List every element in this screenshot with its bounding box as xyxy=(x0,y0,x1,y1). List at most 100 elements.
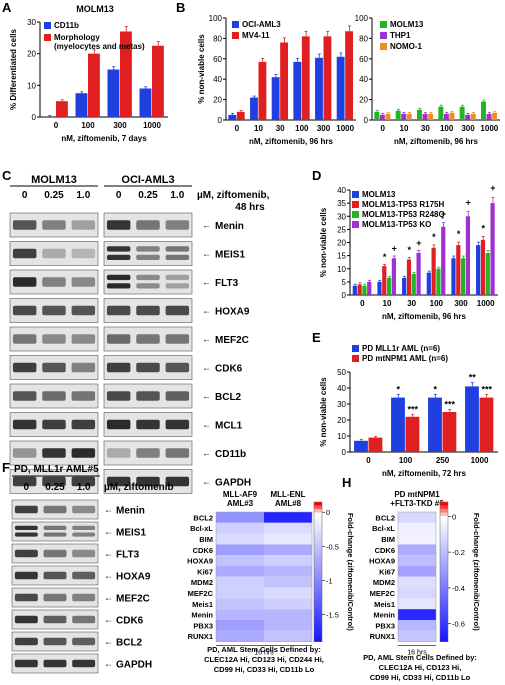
protein-label-gapdh: GAPDH xyxy=(116,660,152,671)
y-tick-label: 40 xyxy=(337,186,346,195)
bar-thp1-100 xyxy=(443,113,449,120)
bar-molm13-tp53-r175h-100 xyxy=(431,247,436,295)
bar-thp1-0 xyxy=(379,114,385,120)
heatmap-column-label: +FLT3-TKD #6 xyxy=(390,499,444,508)
band xyxy=(71,305,96,316)
band xyxy=(165,362,190,373)
colorbar-segment xyxy=(440,508,448,513)
colorbar-segment xyxy=(314,606,322,611)
y-tick-label: 80 xyxy=(359,34,368,43)
band xyxy=(14,532,38,537)
y-axis-label: % non-viable cells xyxy=(319,377,328,447)
bar-pd-mtnpm1-aml-n-6-250 xyxy=(442,412,457,452)
protein-label-mef2c: MEF2C xyxy=(215,335,249,346)
colorbar-segment xyxy=(440,536,448,541)
band xyxy=(71,476,96,487)
colorbar-segment xyxy=(314,519,322,524)
legend-label-molm13: MOLM13 xyxy=(390,20,424,29)
colorbar-segment xyxy=(314,578,322,583)
x-tick-label: 30 xyxy=(421,124,430,133)
colorbar-segment xyxy=(314,582,322,587)
bar-molm13-tp53-ko-1000 xyxy=(490,203,495,295)
bar-thp1-1000 xyxy=(486,113,492,120)
colorbar-segment xyxy=(440,631,448,636)
heatmap-cell xyxy=(398,576,436,588)
y-tick-label: 5 xyxy=(342,278,347,287)
colorbar-label: Fold-change (ziftomenib/Control) xyxy=(472,513,481,631)
colorbar-frame xyxy=(439,501,449,642)
colorbar-segment xyxy=(314,540,322,545)
band xyxy=(106,419,131,430)
band xyxy=(136,220,160,230)
heatmap-cell xyxy=(398,620,436,631)
blot-strip-meis1 xyxy=(11,521,99,542)
legend-label-line: (myelocytes and metas) xyxy=(54,42,145,51)
y-axis-label: % non-viable cells xyxy=(319,207,328,277)
colorbar-segment xyxy=(314,526,322,531)
band xyxy=(43,637,67,646)
heatmap-cell xyxy=(264,544,312,556)
band xyxy=(106,476,131,487)
protein-label-cdk6: CDK6 xyxy=(215,364,243,375)
heatmap-frame xyxy=(397,511,437,642)
protein-label-hoxa9: HOXA9 xyxy=(215,307,250,318)
band xyxy=(72,532,96,537)
x-tick-label: 100 xyxy=(430,299,444,308)
colorbar-segment xyxy=(440,599,448,604)
bar-thp1-30 xyxy=(422,113,428,120)
heatmap-cell xyxy=(398,522,436,534)
blot-arrow: ← xyxy=(202,391,211,401)
x-tick-label: 10 xyxy=(383,299,392,308)
band xyxy=(165,254,190,260)
colorbar-segment xyxy=(314,631,322,636)
heatmap-cell xyxy=(398,512,436,523)
blot-group-label: MOLM13 xyxy=(31,174,77,186)
heatmap-cell xyxy=(264,609,312,620)
band xyxy=(136,274,160,281)
heatmap-cell xyxy=(216,555,264,566)
chart-D: 0 5 10 15 20 25 30 35 40 0 10 30 100 300 1000 nM, zifto… xyxy=(319,183,498,321)
colorbar-tick-label: -1.5 xyxy=(326,610,339,619)
band xyxy=(165,334,190,344)
x-tick-label: 30 xyxy=(276,124,285,133)
heatmap-row-label-mdm2: MDM2 xyxy=(191,578,213,587)
band xyxy=(42,220,66,230)
band xyxy=(14,525,38,530)
colorbar-segment xyxy=(440,634,448,639)
panel-letter-A: A xyxy=(2,0,12,15)
blot-arrow: ← xyxy=(202,249,211,259)
blot-C: MOLM13 OCI-AML3 0 0.25 1.0 0 0.25 1.0 µM, ziftom… xyxy=(9,174,270,494)
bar-pd-mll1r-aml-n-6-100 xyxy=(391,397,405,452)
band xyxy=(72,571,96,580)
bar-morphology-myelocytes-and-metas-0 xyxy=(56,101,68,117)
y-tick-label: 25 xyxy=(337,225,346,234)
y-tick-label: 0 xyxy=(364,116,369,125)
bar-molm13-300 xyxy=(451,258,456,295)
bar-cd11b-100 xyxy=(75,93,88,117)
colorbar-segment xyxy=(440,554,448,559)
x-tick-label: 10 xyxy=(400,124,409,133)
heatmap-row-label-menin: Menin xyxy=(373,611,395,620)
band xyxy=(165,283,190,289)
colorbar-segment xyxy=(440,638,448,642)
annotation-mark: * xyxy=(482,223,486,233)
heatmap-row-label-cdk6: CDK6 xyxy=(375,546,395,555)
bar-molm13-tp53-r175h-30 xyxy=(406,259,412,295)
colorbar-tick-label: 0 xyxy=(326,508,330,517)
blot-arrow: ← xyxy=(202,363,211,373)
legend-swatch-mv4-11 xyxy=(232,32,239,39)
colorbar-segment xyxy=(440,533,448,538)
bar-pd-mll1r-aml-n-6-1000 xyxy=(465,386,479,452)
heatmap-column-label: MLL-AF9 xyxy=(223,490,258,499)
y-tick-label: 40 xyxy=(337,384,346,393)
heatmap-row-label-menin: Menin xyxy=(191,611,213,620)
colorbar-segment xyxy=(314,536,322,541)
blot-strip-meis1 xyxy=(103,241,193,266)
bar-cd11b-300 xyxy=(107,69,120,117)
lane-label: 1.0 xyxy=(170,190,184,201)
band xyxy=(42,448,66,458)
colorbar-segment xyxy=(314,599,322,604)
legend-label-thp1: THP1 xyxy=(390,31,411,40)
band xyxy=(106,362,131,373)
